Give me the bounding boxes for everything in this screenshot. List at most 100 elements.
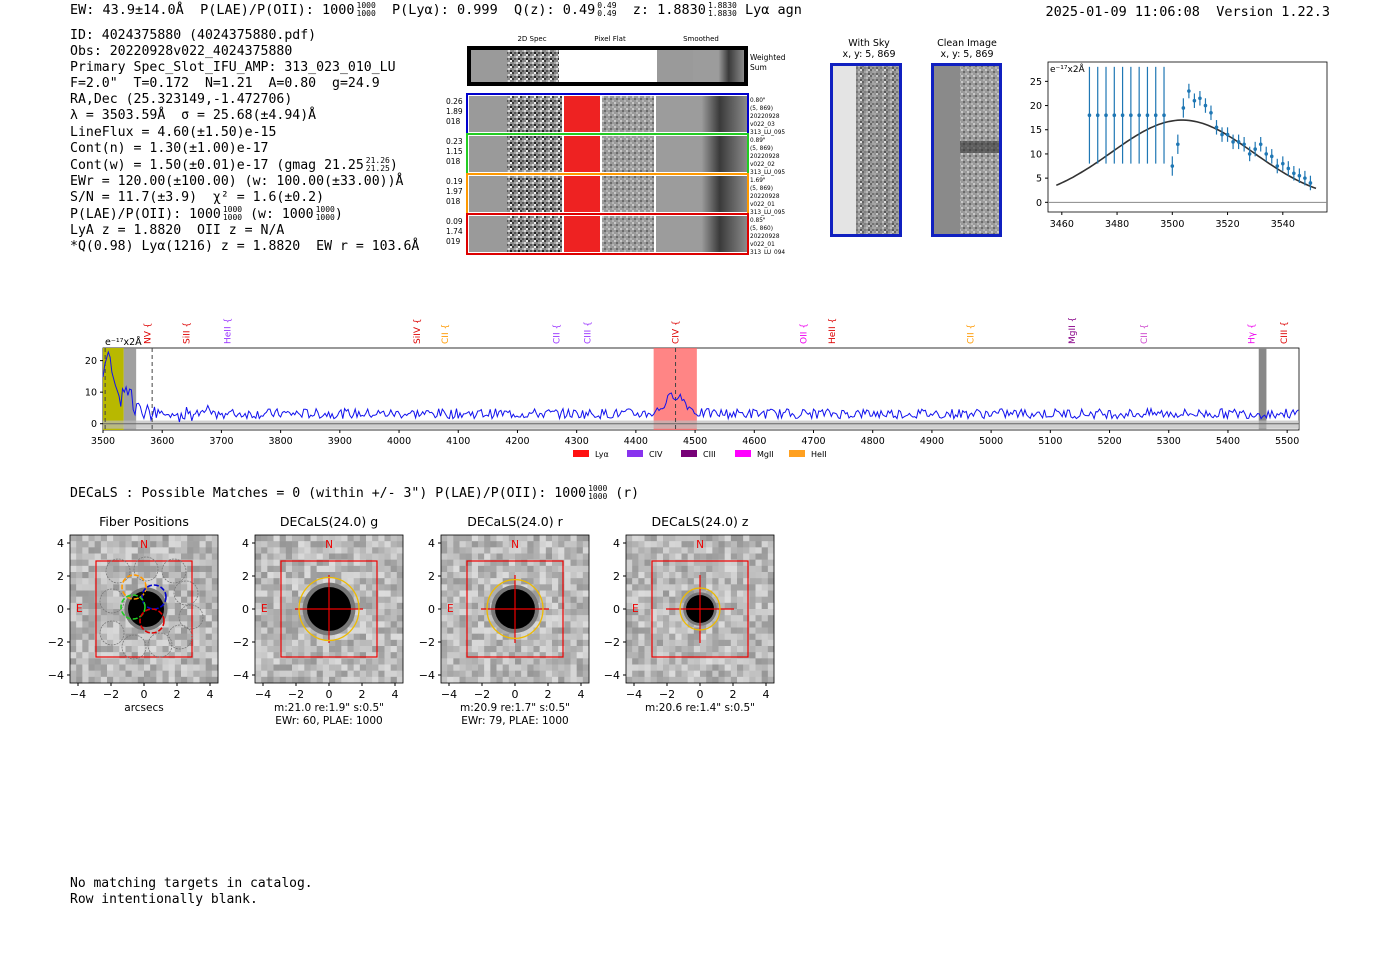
decals-pixel: [552, 676, 559, 684]
decals-pixel: [675, 596, 682, 604]
decals-pixel: [638, 584, 645, 591]
decals-pixel: [261, 615, 268, 622]
decals-pixel: [279, 676, 287, 684]
zoom-data-point: [1269, 154, 1274, 159]
decals-pixel: [650, 670, 658, 678]
decals-pixel: [632, 596, 639, 604]
decals-pixel: [396, 609, 404, 616]
decals-pixel: [322, 572, 330, 579]
decals-pixel: [100, 578, 108, 585]
decals-pixel: [285, 664, 293, 671]
decals-pixel: [100, 590, 108, 597]
decals-pixel: [693, 535, 701, 542]
decals-pixel: [88, 553, 95, 560]
decals-pixel: [168, 553, 176, 560]
decals-pixel: [261, 578, 268, 585]
decals-pixel: [706, 535, 713, 542]
decals-pixel: [478, 547, 485, 554]
decals-pixel: [687, 578, 695, 585]
spectrum-ytick-label: 20: [85, 356, 97, 367]
decals-pixel: [119, 627, 126, 634]
decals-pixel: [508, 633, 516, 641]
cutout-row-right-label: (5, 869): [750, 146, 773, 152]
decals-pixel: [113, 602, 120, 610]
decals-pixel: [669, 578, 676, 585]
decals-pixel: [94, 646, 102, 653]
decals-pixel: [459, 535, 466, 542]
decals-pixel: [761, 627, 769, 634]
decals-pixel: [718, 602, 725, 610]
decals-pixel: [564, 602, 571, 610]
decals-pixel: [453, 652, 460, 659]
decals-pixel: [743, 615, 750, 622]
decals-pixel: [119, 541, 126, 548]
decals-pixel: [478, 553, 485, 560]
decals-pixel: [638, 578, 645, 585]
decals-pixel: [384, 621, 391, 628]
decals-pixel: [335, 646, 342, 653]
decals-pixel: [113, 535, 120, 542]
zoom-data-point: [1275, 164, 1280, 168]
decals-pixel: [527, 633, 534, 641]
decals-pixel: [94, 584, 102, 591]
decals-pixel: [663, 633, 670, 641]
decals-pixel: [515, 541, 522, 548]
decals-pixel: [693, 627, 701, 634]
decals-pixel: [267, 547, 274, 554]
decals-pixel: [502, 639, 510, 647]
decals-pixel: [644, 584, 651, 591]
decals-pixel: [650, 646, 658, 653]
decals-pixel: [582, 658, 590, 665]
spectrum-ytick-label: 0: [91, 419, 97, 430]
decals-pixel: [441, 615, 448, 622]
decals-pixel: [459, 627, 466, 634]
decals-pixel: [107, 609, 114, 616]
decals-pixel: [644, 541, 651, 548]
decals-pixel: [168, 609, 176, 616]
decals-pixel: [372, 590, 379, 597]
decals-pixel: [718, 541, 725, 548]
decals-pixel: [743, 676, 750, 684]
decals-pixel: [447, 676, 454, 684]
decals-pixel: [471, 584, 479, 591]
decals-pixel: [211, 627, 219, 634]
cutout-smoothed: [656, 136, 747, 172]
cutout-row-left-label: 0.26: [446, 97, 463, 106]
decals-pixel: [279, 652, 287, 659]
decals-pixel: [632, 559, 639, 567]
decals-pixel: [545, 646, 553, 653]
decals-pixel: [255, 658, 262, 665]
decals-pixel: [582, 602, 590, 610]
decals-pixel: [187, 652, 194, 659]
spectrum-xtick-label: 3700: [209, 436, 233, 447]
decals-pixel: [484, 633, 491, 641]
decals-pixel: [285, 565, 293, 573]
decals-pixel: [107, 664, 114, 671]
zoom-ytick-label: 5: [1036, 174, 1042, 185]
decals-pixel: [558, 578, 565, 585]
decals-pixel: [669, 658, 676, 665]
decals-pixel: [279, 670, 287, 678]
decals-pixel: [76, 670, 83, 678]
decals-pixel: [576, 652, 584, 659]
decals-pixel: [656, 627, 664, 634]
decals-pixel: [322, 652, 330, 659]
decals-pixel: [545, 621, 553, 628]
decals-pixel: [366, 658, 373, 665]
decals-pixel: [515, 578, 522, 585]
decals-pixel: [453, 535, 460, 542]
decals-pixel: [341, 584, 348, 591]
decals-pixel: [359, 670, 367, 678]
decals-pixel: [396, 590, 404, 597]
decals-pixel: [267, 578, 274, 585]
decals-pixel: [453, 639, 460, 647]
zoom-data-point: [1253, 147, 1257, 151]
decals-pixel: [730, 639, 738, 647]
decals-pixel: [730, 676, 738, 684]
decals-pixel: [459, 609, 466, 616]
decals-pixel: [570, 572, 577, 579]
decals-pixel: [322, 670, 330, 678]
decals-pixel: [663, 646, 670, 653]
decals-pixel: [515, 646, 522, 653]
decals-pixel: [322, 633, 330, 641]
